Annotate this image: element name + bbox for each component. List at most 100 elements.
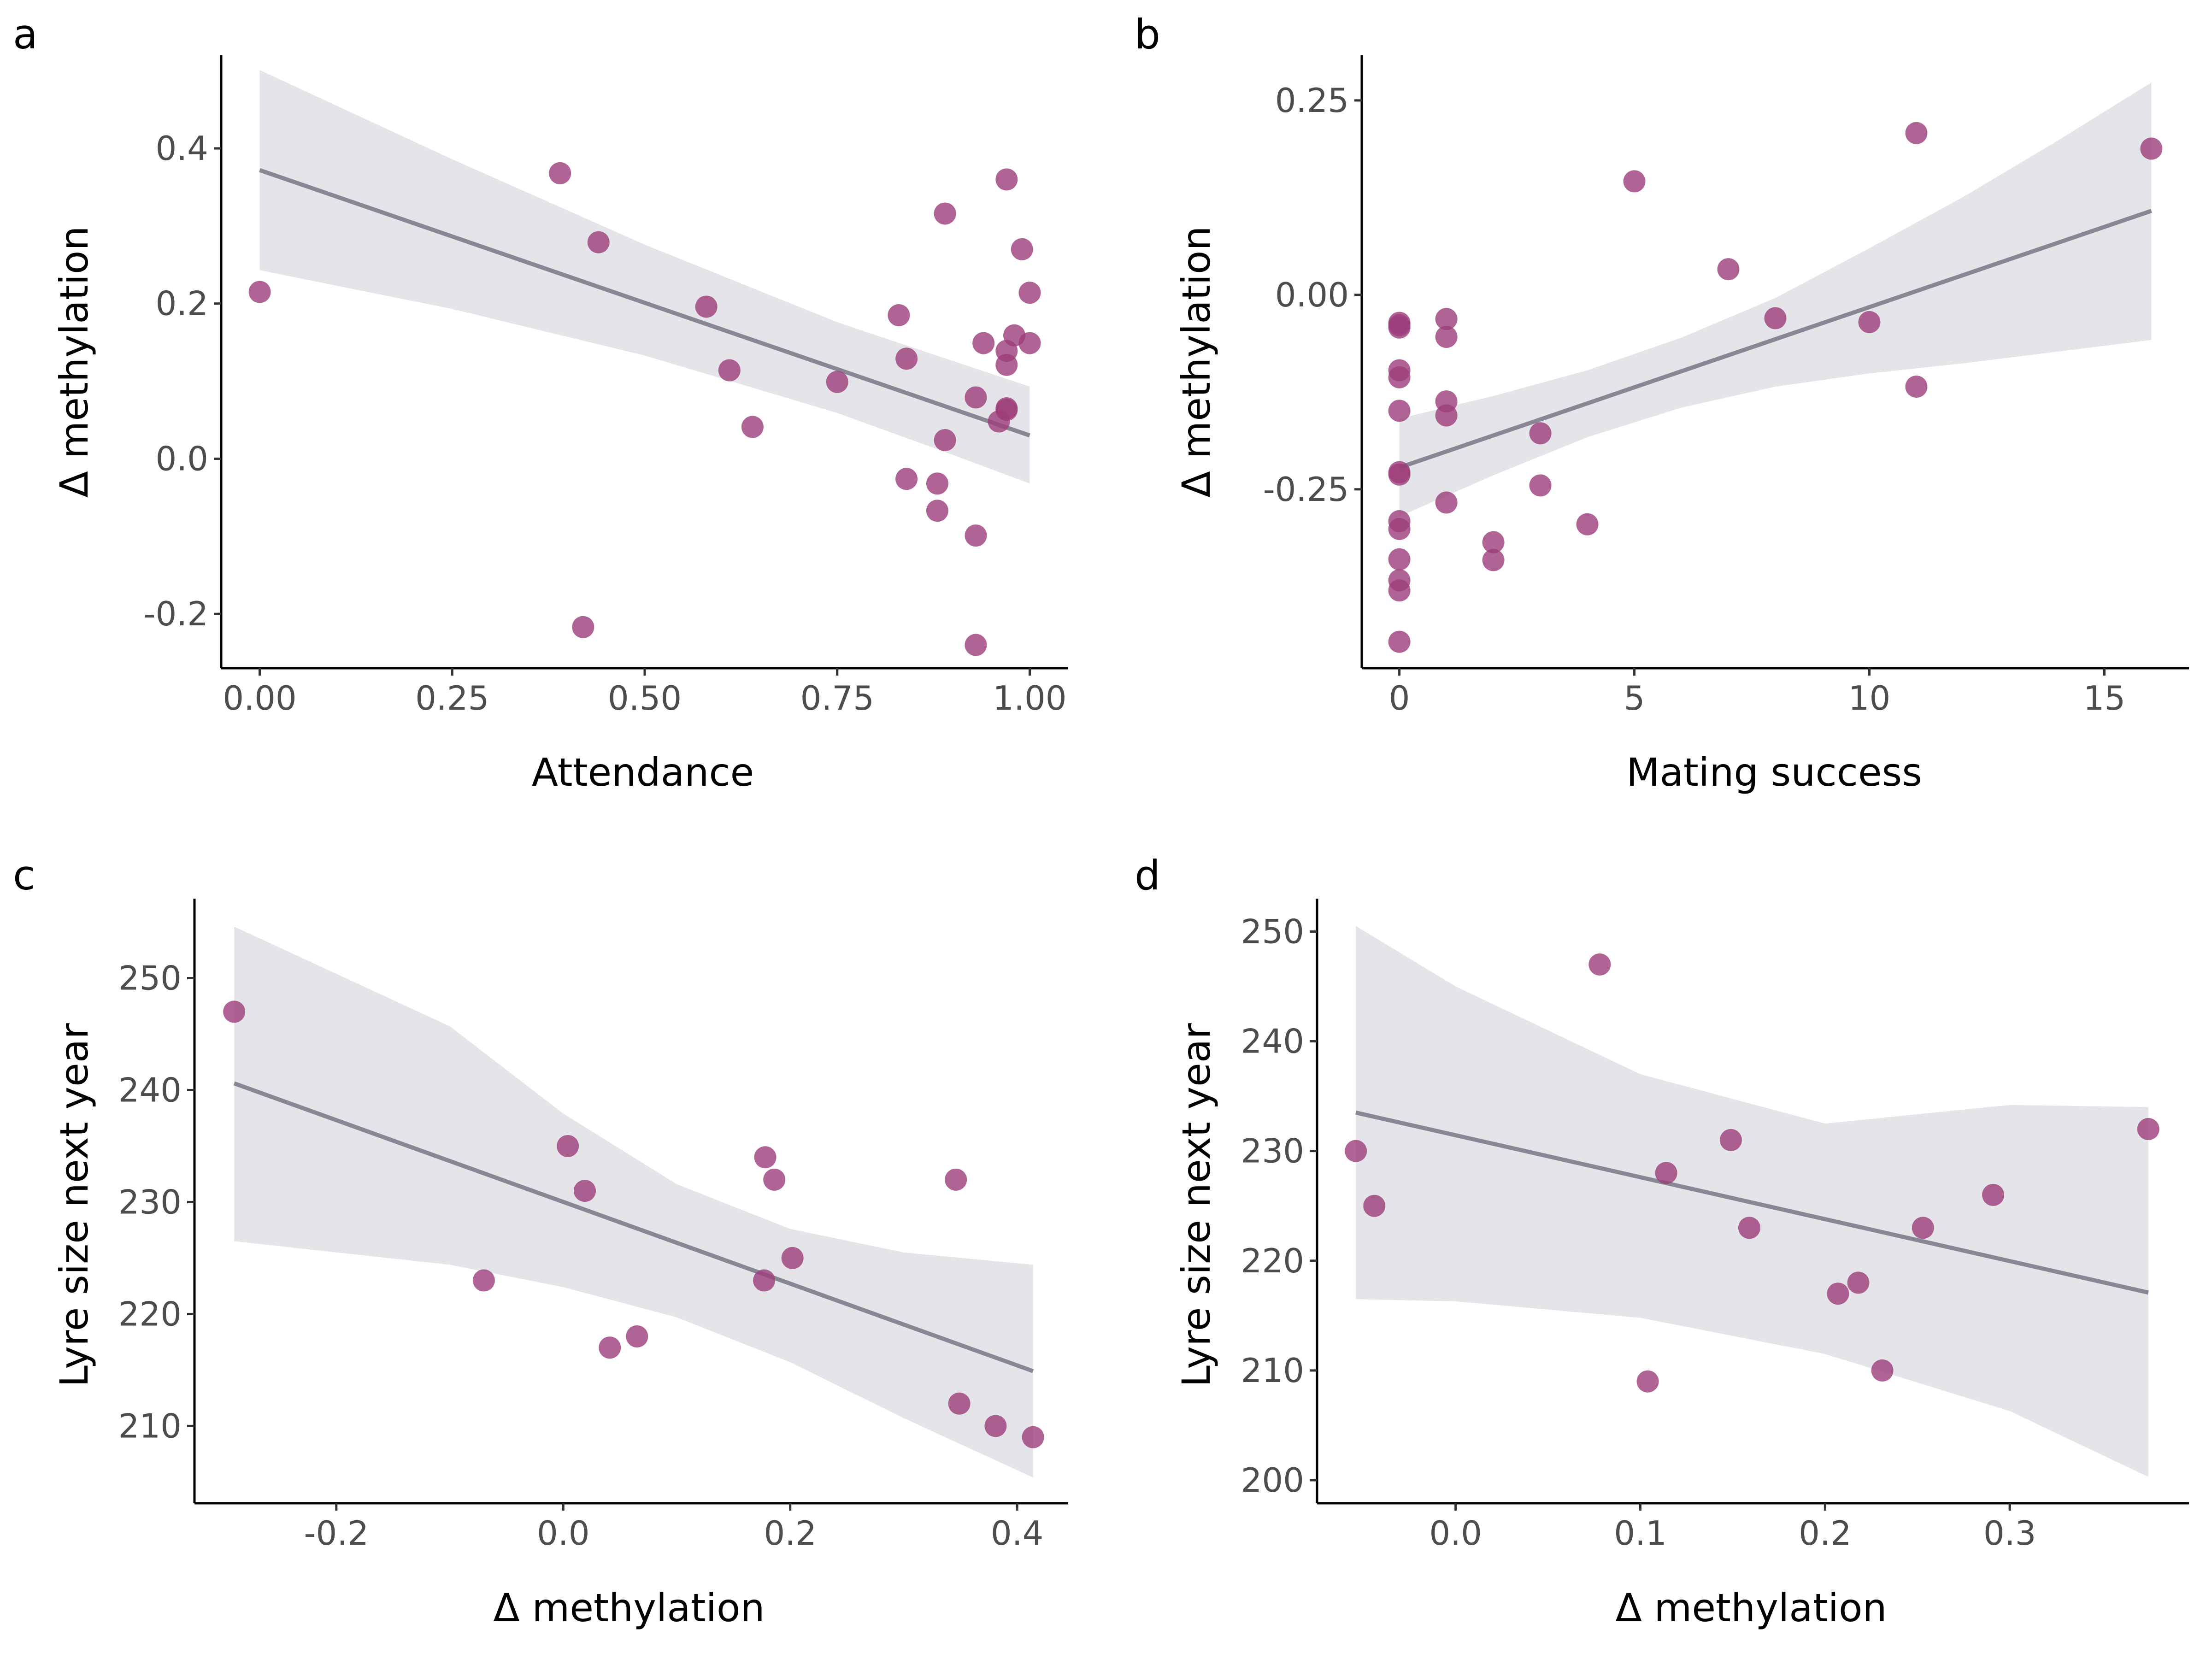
data-point xyxy=(718,359,741,382)
confidence-band xyxy=(234,926,1033,1478)
data-point xyxy=(984,1415,1007,1437)
data-point xyxy=(1588,953,1611,976)
data-point xyxy=(1764,307,1787,329)
y-tick-label: 0.0 xyxy=(155,439,208,478)
y-tick-label: 0.25 xyxy=(1275,81,1349,120)
data-point xyxy=(1388,630,1411,653)
data-point xyxy=(1623,170,1646,193)
x-tick-label: 0.0 xyxy=(1429,1514,1482,1553)
data-point xyxy=(965,524,987,547)
x-tick-label: 1.00 xyxy=(993,679,1066,718)
data-point xyxy=(895,347,918,370)
panel-c: c Δ methylation Lyre size next year -0.2… xyxy=(13,852,1068,1630)
y-axis-title: Lyre size next year xyxy=(1174,1023,1219,1387)
data-point xyxy=(1363,1194,1386,1217)
x-tick-label: 0.2 xyxy=(764,1514,817,1553)
panel-d: d Δ methylation Lyre size next year 0.0 0… xyxy=(1135,852,2189,1630)
data-point xyxy=(1576,513,1599,535)
data-point xyxy=(587,231,610,253)
data-point xyxy=(1011,238,1033,260)
data-point xyxy=(1388,463,1411,486)
data-point xyxy=(995,399,1018,421)
data-point xyxy=(995,353,1018,376)
panel-letter: c xyxy=(13,852,35,899)
data-point xyxy=(549,162,571,184)
y-tick-label: 0.2 xyxy=(155,284,208,323)
data-point xyxy=(1717,258,1740,281)
x-tick-label: 15 xyxy=(2083,679,2126,718)
x-tick-label: 0.2 xyxy=(1799,1514,1852,1553)
data-point xyxy=(1435,404,1458,427)
data-point xyxy=(888,304,910,326)
x-tick-label: -0.2 xyxy=(304,1514,369,1553)
data-point xyxy=(599,1336,621,1359)
data-point xyxy=(1912,1217,1934,1239)
y-tick-label: 200 xyxy=(1241,1461,1304,1500)
data-point xyxy=(754,1146,777,1169)
regression-line xyxy=(1399,209,2152,470)
data-point xyxy=(1871,1359,1894,1382)
data-point xyxy=(1905,376,1928,398)
data-point xyxy=(1435,325,1458,348)
y-tick-label: 220 xyxy=(118,1294,182,1333)
x-tick-label: 0.75 xyxy=(800,679,874,718)
y-axis-title: Δ methylation xyxy=(1174,226,1219,497)
data-point xyxy=(895,468,918,490)
y-tick-label: 210 xyxy=(1241,1351,1304,1390)
data-point xyxy=(1388,579,1411,602)
data-point xyxy=(934,202,956,225)
data-point xyxy=(1858,311,1881,333)
y-tick-label: 230 xyxy=(1241,1132,1304,1171)
data-point xyxy=(1388,518,1411,540)
data-point xyxy=(926,500,948,522)
data-point xyxy=(1435,308,1458,330)
data-point xyxy=(1655,1162,1677,1184)
data-point xyxy=(1018,332,1041,354)
data-point xyxy=(557,1135,579,1157)
x-tick-label: 0.25 xyxy=(415,679,489,718)
y-tick-label: 240 xyxy=(1241,1022,1304,1061)
regression-line xyxy=(233,1081,1034,1373)
data-point xyxy=(1982,1183,2005,1206)
data-point xyxy=(934,429,956,452)
data-point xyxy=(972,332,995,354)
data-point xyxy=(695,295,718,318)
x-tick-label: 0 xyxy=(1389,679,1410,718)
x-tick-label: 5 xyxy=(1624,679,1645,718)
y-tick-label: -0.2 xyxy=(144,594,208,633)
data-point xyxy=(223,1000,246,1023)
data-point xyxy=(945,1168,967,1191)
data-point xyxy=(1022,1426,1044,1448)
data-point xyxy=(1435,491,1458,514)
confidence-band xyxy=(1399,82,2152,517)
data-point xyxy=(626,1325,648,1347)
panel-letter: b xyxy=(1135,11,1160,58)
x-tick-label: 0.1 xyxy=(1614,1514,1667,1553)
regression-line xyxy=(1355,1110,2149,1295)
data-point xyxy=(1529,474,1552,497)
y-tick-label: -0.25 xyxy=(1263,470,1349,509)
confidence-band xyxy=(259,70,1030,484)
data-point xyxy=(965,386,987,409)
data-point xyxy=(1388,366,1411,388)
x-axis-title: Attendance xyxy=(532,750,754,795)
data-point xyxy=(1529,422,1552,445)
data-point xyxy=(1482,531,1505,553)
y-tick-label: 240 xyxy=(118,1071,182,1109)
panel-a: a Attendance Δ methylation 0.00 0.25 0.50 0… xyxy=(13,11,1068,795)
regression-line xyxy=(259,168,1030,438)
y-tick-label: 220 xyxy=(1241,1241,1304,1280)
data-point xyxy=(826,371,848,393)
y-axis-title: Lyre size next year xyxy=(52,1023,97,1387)
y-tick-label: 250 xyxy=(118,959,182,998)
x-tick-label: 10 xyxy=(1848,679,1891,718)
x-tick-label: 0.50 xyxy=(608,679,682,718)
data-point xyxy=(248,281,271,303)
data-point xyxy=(1482,549,1505,571)
data-point xyxy=(1827,1282,1849,1305)
data-point xyxy=(948,1392,971,1415)
data-point xyxy=(763,1168,786,1191)
data-point xyxy=(926,472,948,495)
panel-letter: a xyxy=(13,11,38,58)
